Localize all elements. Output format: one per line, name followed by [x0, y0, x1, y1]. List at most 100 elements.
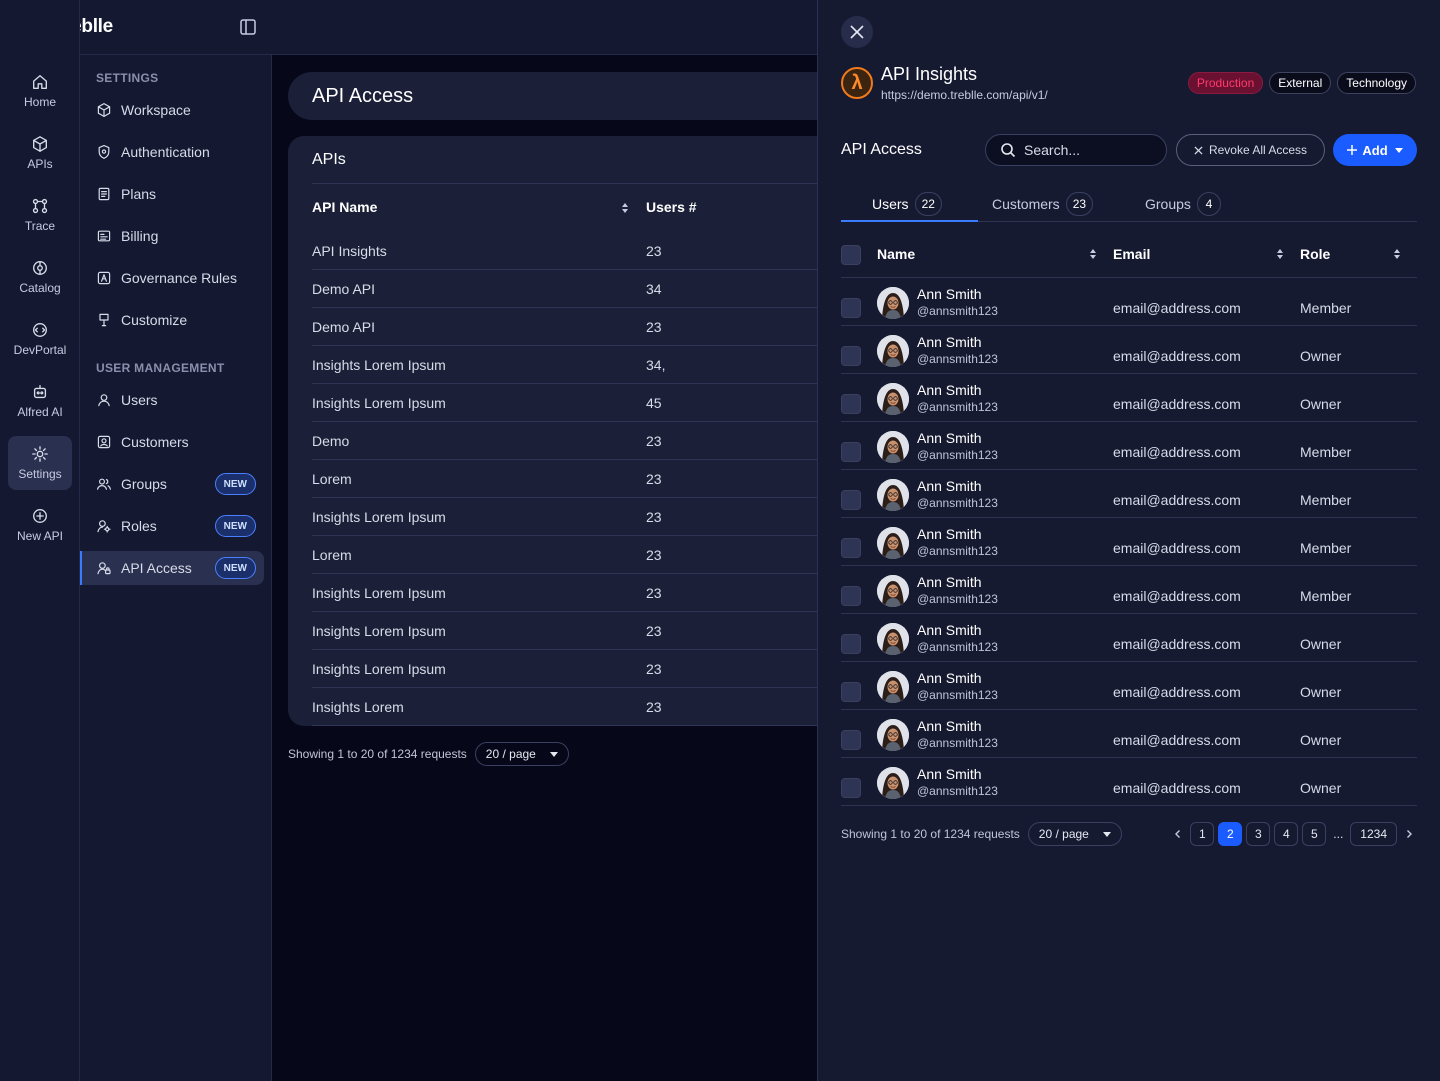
rail-item-apis[interactable]: APIs — [8, 126, 72, 180]
search-box[interactable] — [985, 134, 1167, 166]
table-row[interactable]: Ann Smith @annsmith123 email@address.com Me… — [841, 470, 1417, 518]
page-button-1234[interactable]: 1234 — [1350, 822, 1397, 846]
sidebar-item-governance-rules[interactable]: Governance Rules — [80, 261, 264, 295]
sort-icon[interactable] — [1089, 248, 1097, 260]
avatar-image — [877, 719, 909, 751]
select-all-checkbox[interactable] — [841, 245, 861, 265]
table-row[interactable]: Insights Lorem Ipsum 34, — [312, 346, 828, 384]
table-row[interactable]: Ann Smith @annsmith123 email@address.com Me… — [841, 566, 1417, 614]
robot-icon — [33, 385, 47, 399]
row-checkbox[interactable] — [841, 778, 861, 798]
table-row[interactable]: Ann Smith @annsmith123 email@address.com Ow… — [841, 374, 1417, 422]
rail-item-settings[interactable]: Settings — [8, 436, 72, 490]
column-header-name[interactable]: Name — [877, 246, 916, 262]
pager: 1 2 3 4 5... 1234 — [1170, 822, 1417, 846]
sort-icon[interactable] — [1393, 248, 1401, 260]
column-header-api-name[interactable]: API Name — [312, 199, 378, 215]
pagination-summary: Showing 1 to 20 of 1234 requests — [288, 747, 467, 761]
table-row[interactable]: Ann Smith @annsmith123 email@address.com Ow… — [841, 326, 1417, 374]
table-row[interactable]: Insights Lorem Ipsum 23 — [312, 574, 828, 612]
revoke-all-access-button[interactable]: Revoke All Access — [1176, 134, 1325, 166]
row-checkbox[interactable] — [841, 586, 861, 606]
rail-item-home[interactable]: Home — [8, 64, 72, 118]
row-checkbox[interactable] — [841, 634, 861, 654]
new-badge: NEW — [214, 557, 256, 579]
column-header-role[interactable]: Role — [1300, 246, 1331, 262]
table-row[interactable]: Insights Lorem Ipsum 23 — [312, 498, 828, 536]
row-checkbox[interactable] — [841, 538, 861, 558]
collapse-sidebar-button[interactable] — [238, 17, 258, 37]
tab-label: Users — [872, 196, 909, 212]
column-header-email[interactable]: Email — [1113, 246, 1151, 262]
row-checkbox[interactable] — [841, 730, 861, 750]
rail-item-catalog[interactable]: Catalog — [8, 250, 72, 304]
rail-item-devportal[interactable]: DevPortal — [8, 312, 72, 366]
search-input[interactable] — [1024, 142, 1154, 158]
sidebar-item-customers[interactable]: Customers — [80, 425, 264, 459]
table-row[interactable]: Demo 23 — [312, 422, 828, 460]
column-header-users[interactable]: Users # — [646, 199, 697, 215]
row-checkbox[interactable] — [841, 490, 861, 510]
tab-label: Customers — [992, 196, 1060, 212]
page-button-2[interactable]: 2 — [1218, 822, 1243, 846]
tab-groups[interactable]: Groups 4 — [1145, 186, 1221, 222]
user-role: Member — [1300, 444, 1352, 460]
tab-customers[interactable]: Customers 23 — [992, 186, 1094, 222]
page-button-3[interactable]: 3 — [1246, 822, 1271, 846]
table-row[interactable]: API Insights 23 — [312, 232, 828, 270]
row-checkbox[interactable] — [841, 346, 861, 366]
sidebar-item-api-access[interactable]: API Access NEW — [80, 551, 264, 585]
row-checkbox[interactable] — [841, 394, 861, 414]
close-drawer-button[interactable] — [841, 16, 873, 48]
sort-icon[interactable] — [621, 202, 629, 214]
sidebar-item-customize[interactable]: Customize — [80, 303, 264, 337]
sidebar-item-authentication[interactable]: Authentication — [80, 135, 264, 169]
row-checkbox[interactable] — [841, 682, 861, 702]
row-checkbox[interactable] — [841, 298, 861, 318]
table-row[interactable]: Ann Smith @annsmith123 email@address.com Ow… — [841, 662, 1417, 710]
top-bar: treblle — [0, 0, 817, 55]
user-handle: @annsmith123 — [917, 688, 998, 702]
row-checkbox[interactable] — [841, 442, 861, 462]
sidebar-item-billing[interactable]: Billing — [80, 219, 264, 253]
prev-page-button[interactable] — [1170, 822, 1186, 846]
table-row[interactable]: Insights Lorem Ipsum 45 — [312, 384, 828, 422]
table-row[interactable]: Ann Smith @annsmith123 email@address.com Me… — [841, 518, 1417, 566]
sidebar-item-workspace[interactable]: Workspace — [80, 93, 264, 127]
table-row[interactable]: Ann Smith @annsmith123 email@address.com Me… — [841, 278, 1417, 326]
rail-item-alfred-ai[interactable]: Alfred AI — [8, 374, 72, 428]
table-row[interactable]: Demo API 23 — [312, 308, 828, 346]
page-button-4[interactable]: 4 — [1274, 822, 1299, 846]
shield-icon — [98, 145, 110, 159]
table-row[interactable]: Insights Lorem Ipsum 23 — [312, 612, 828, 650]
sort-icon[interactable] — [1276, 248, 1284, 260]
rail-item-new-api[interactable]: New API — [8, 498, 72, 552]
user-email: email@address.com — [1113, 636, 1241, 652]
per-page-select[interactable]: 20 / page — [474, 742, 569, 766]
add-button[interactable]: Add — [1333, 134, 1417, 166]
table-row[interactable]: Lorem 23 — [312, 460, 828, 498]
table-row[interactable]: Ann Smith @annsmith123 email@address.com Ow… — [841, 710, 1417, 758]
page-button-1[interactable]: 1 — [1190, 822, 1215, 846]
table-row[interactable]: Ann Smith @annsmith123 email@address.com Me… — [841, 422, 1417, 470]
divider — [312, 183, 828, 184]
next-page-button[interactable] — [1401, 822, 1417, 846]
sidebar-item-users[interactable]: Users — [80, 383, 264, 417]
per-page-select[interactable]: 20 / page — [1027, 822, 1122, 846]
table-row[interactable]: Ann Smith @annsmith123 email@address.com Ow… — [841, 614, 1417, 662]
rail-item-trace[interactable]: Trace — [8, 188, 72, 242]
per-page-value: 20 / page — [1038, 827, 1089, 841]
table-row[interactable]: Ann Smith @annsmith123 email@address.com Ow… — [841, 758, 1417, 806]
page-button-5[interactable]: 5 — [1302, 822, 1327, 846]
table-row[interactable]: Demo API 34 — [312, 270, 828, 308]
table-row[interactable]: Lorem 23 — [312, 536, 828, 574]
page-title-card: API Access — [288, 72, 828, 120]
sidebar-item-groups[interactable]: Groups NEW — [80, 467, 264, 501]
chevron-right-icon — [1407, 830, 1412, 838]
tab-users[interactable]: Users 22 — [872, 186, 942, 222]
table-row[interactable]: Insights Lorem Ipsum 23 — [312, 650, 828, 688]
sidebar-item-roles[interactable]: Roles NEW — [80, 509, 264, 543]
sidebar-item-plans[interactable]: Plans — [80, 177, 264, 211]
table-row[interactable]: Insights Lorem 23 — [312, 688, 828, 726]
drawer-api-url[interactable]: https://demo.treblle.com/api/v1/ — [881, 88, 1048, 102]
